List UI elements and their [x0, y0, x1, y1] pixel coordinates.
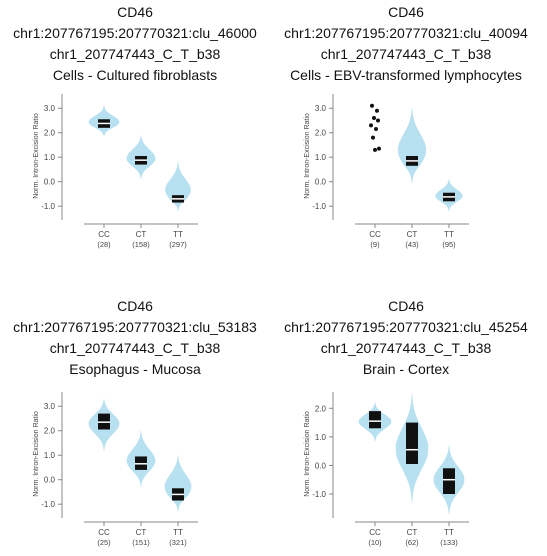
y-tick-label: -1.0: [312, 202, 326, 211]
x-tick-label: CC: [98, 230, 110, 239]
y-tick-label: 1.0: [315, 153, 327, 162]
variant-title: chr1_207747443_C_T_b38: [49, 340, 221, 356]
y-axis-label: Norm. Intron-Excision Ratio: [304, 113, 311, 199]
x-tick-label: TT: [173, 230, 183, 239]
y-tick-label: 0.0: [44, 476, 56, 485]
violin-plot: Norm. Intron-Excision Ratio 3.0 2.0 1.0 0.0 -…: [304, 94, 469, 249]
y-tick-label: 2.0: [315, 404, 327, 413]
x-tick-label: CT: [407, 528, 418, 537]
variant-title: chr1_207747443_C_T_b38: [320, 340, 492, 356]
sample-count-label: (297): [169, 240, 187, 249]
y-tick-label: -1.0: [312, 490, 326, 499]
sample-count-label: (95): [442, 240, 456, 249]
y-tick-label: 0.0: [315, 461, 327, 470]
gene-title: CD46: [388, 298, 424, 314]
outlier-point: [374, 127, 378, 132]
cluster-title: chr1:207767195:207770321:clu_45254: [284, 319, 528, 335]
x-tick-label: CC: [369, 528, 381, 537]
iqr-box: [406, 422, 418, 464]
sample-count-label: (151): [132, 538, 150, 547]
y-tick-label: -1.0: [41, 500, 55, 509]
outlier-point: [375, 108, 379, 113]
outlier-point: [370, 103, 374, 108]
violin-shape: [164, 455, 192, 512]
tissue-title: Esophagus - Mucosa: [69, 361, 201, 377]
gene-title: CD46: [117, 298, 153, 314]
outlier-point: [373, 147, 377, 152]
variant-title: chr1_207747443_C_T_b38: [49, 46, 221, 62]
y-tick-label: 0.0: [44, 178, 56, 187]
x-tick-label: TT: [444, 528, 454, 537]
sample-count-label: (321): [169, 538, 187, 547]
outlier-point: [371, 135, 375, 140]
violin-shape: [165, 162, 191, 212]
variant-title: chr1_207747443_C_T_b38: [320, 46, 492, 62]
x-tick-label: TT: [444, 230, 454, 239]
y-tick-label: 2.0: [44, 129, 56, 138]
sample-count-label: (28): [97, 240, 111, 249]
x-tick-label: CT: [136, 230, 147, 239]
sample-count-label: (9): [370, 240, 380, 249]
y-axis-label: Norm. Intron-Excision Ratio: [33, 113, 40, 199]
outlier-point: [372, 116, 376, 121]
y-tick-label: 3.0: [44, 402, 56, 411]
outlier-point: [369, 123, 373, 128]
iqr-box: [369, 411, 381, 429]
violin-plot: Norm. Intron-Excision Ratio 2.0 1.0 0.0 -1.0…: [304, 392, 469, 547]
x-tick-label: CC: [98, 528, 110, 537]
y-tick-label: 0.0: [315, 178, 327, 187]
panel-brain-cortex: CD46 chr1:207767195:207770321:clu_45254 …: [271, 276, 541, 548]
iqr-box: [443, 468, 455, 494]
y-axis-label: Norm. Intron-Excision Ratio: [304, 411, 311, 497]
x-tick-label: CT: [136, 528, 147, 537]
y-tick-label: 3.0: [315, 104, 327, 113]
x-tick-label: CT: [407, 230, 418, 239]
sample-count-label: (43): [405, 240, 419, 249]
cluster-title: chr1:207767195:207770321:clu_46000: [13, 25, 257, 41]
y-axis-label: Norm. Intron-Excision Ratio: [33, 411, 40, 497]
y-tick-label: 3.0: [44, 104, 56, 113]
gene-title: CD46: [388, 4, 424, 20]
panel-fibroblasts: CD46 chr1:207767195:207770321:clu_46000 …: [0, 0, 270, 272]
outlier-point: [376, 118, 380, 123]
outlier-point: [377, 146, 381, 151]
cluster-title: chr1:207767195:207770321:clu_40094: [284, 25, 528, 41]
tissue-title: Brain - Cortex: [362, 361, 450, 377]
y-tick-label: 1.0: [315, 433, 327, 442]
y-tick-label: 1.0: [44, 153, 56, 162]
sample-count-label: (10): [368, 538, 382, 547]
y-tick-label: 2.0: [44, 427, 56, 436]
violin-shape: [397, 108, 427, 183]
violin-plot: Norm. Intron-Excision Ratio 3.0 2.0 1.0 0.0 -…: [33, 392, 198, 547]
tissue-title: Cells - Cultured fibroblasts: [52, 67, 218, 83]
y-tick-label: 2.0: [315, 129, 327, 138]
sample-count-label: (158): [132, 240, 150, 249]
sample-count-label: (133): [440, 538, 458, 547]
gene-title: CD46: [117, 4, 153, 20]
sample-count-label: (62): [405, 538, 419, 547]
y-tick-label: 1.0: [44, 451, 56, 460]
sample-count-label: (25): [97, 538, 111, 547]
x-tick-label: CC: [369, 230, 381, 239]
panel-esophagus: CD46 chr1:207767195:207770321:clu_53183 …: [0, 276, 270, 548]
y-tick-label: -1.0: [41, 202, 55, 211]
x-tick-label: TT: [173, 528, 183, 537]
panel-lymphocytes: CD46 chr1:207767195:207770321:clu_40094 …: [271, 0, 541, 272]
cluster-title: chr1:207767195:207770321:clu_53183: [13, 319, 257, 335]
tissue-title: Cells - EBV-transformed lymphocytes: [290, 67, 522, 83]
violin-plot: Norm. Intron-Excision Ratio 3.0 2.0 1.0 0.0 -…: [33, 94, 198, 249]
